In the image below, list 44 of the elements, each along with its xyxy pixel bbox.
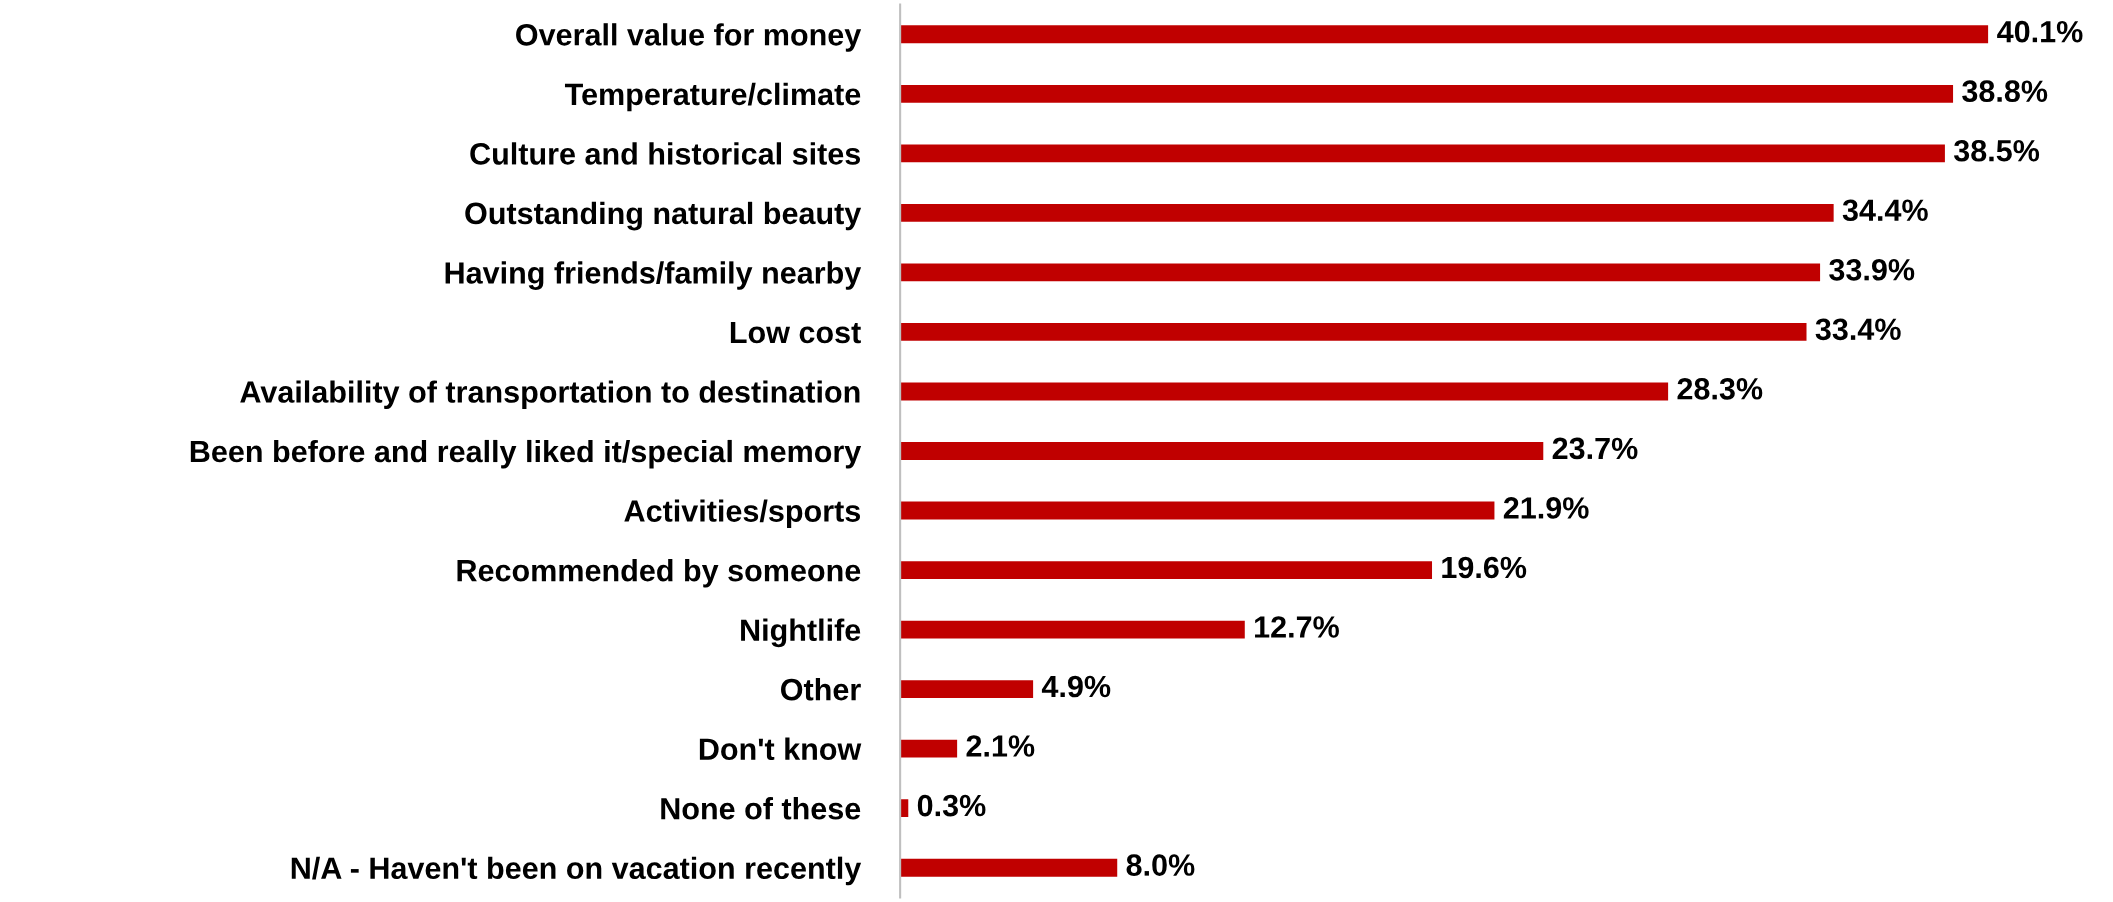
y-tick-label: None of these (661, 797, 861, 820)
data-label: 2.1% (966, 735, 1035, 757)
y-tick-label: Availability of transportation to destination (240, 380, 860, 409)
y-tick-label: Outstanding natural beauty (465, 201, 862, 231)
y-tick-label: Culture and historical sites (470, 142, 861, 165)
y-tick-label: Activities/sports (624, 499, 861, 528)
y-tick-label: Nightlife (741, 618, 861, 648)
data-label: 34.4% (1842, 199, 1928, 222)
data-label: 21.9% (1503, 497, 1589, 519)
data-label: 4.9% (1041, 675, 1111, 698)
data-label: 19.6% (1442, 556, 1527, 579)
y-tick-label: Been before and really liked it/special memory (190, 439, 862, 469)
bar (900, 323, 1807, 341)
data-label: 33.4% (1815, 318, 1901, 341)
data-label: 8.0% (1126, 854, 1195, 876)
bar (900, 858, 1118, 877)
bar (900, 144, 1945, 163)
data-label: 0.3% (917, 794, 986, 817)
data-label: 23.7% (1552, 437, 1638, 460)
y-tick-label: N/A - Haven't been on vacation recently (291, 856, 862, 886)
bar (900, 382, 1669, 401)
data-label: 33.9% (1829, 258, 1915, 281)
bar (900, 84, 1954, 103)
bar (900, 203, 1834, 222)
bar (900, 25, 1989, 44)
bar (900, 501, 1495, 520)
data-label: 38.8% (1962, 80, 2048, 103)
bar (900, 739, 958, 758)
bar (900, 680, 1034, 699)
data-label: 38.5% (1953, 139, 2040, 162)
bar (900, 561, 1433, 579)
data-label: 12.7% (1255, 616, 1339, 638)
y-tick-label: Other (781, 678, 861, 701)
y-tick-label: Temperature/climate (564, 82, 861, 112)
y-tick-label: Overall value for money (516, 23, 862, 52)
y-tick-label: Having friends/family nearby (445, 261, 862, 290)
y-tick-label: Low cost (730, 321, 861, 344)
y-tick-label: Recommended by someone (457, 558, 861, 588)
data-label: 28.3% (1677, 378, 1763, 400)
data-label: 40.1% (1997, 20, 2083, 43)
bar (900, 263, 1821, 282)
y-tick-label: Don't know (699, 737, 862, 761)
bar (900, 620, 1245, 639)
bar (900, 442, 1544, 460)
